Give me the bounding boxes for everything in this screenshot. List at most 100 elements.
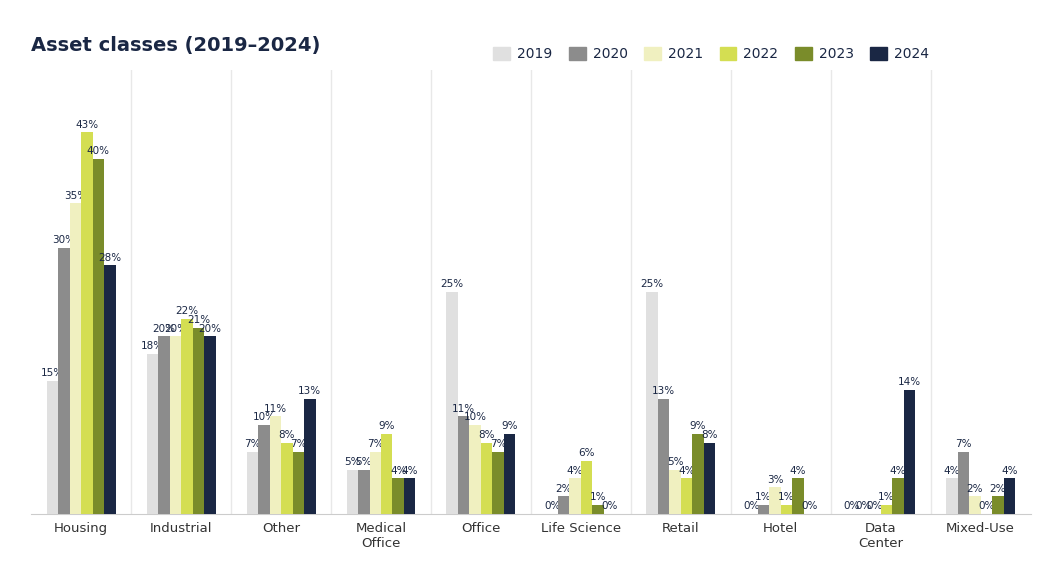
Bar [458,416,469,514]
Text: 0%: 0% [602,501,617,511]
Text: 2%: 2% [990,484,1006,493]
Bar [247,452,258,514]
Bar [946,478,958,514]
Bar [347,470,358,514]
Bar [558,496,569,514]
Bar [658,398,669,514]
Text: 10%: 10% [463,412,487,422]
Text: 8%: 8% [702,430,718,440]
Bar [904,390,915,514]
Bar [958,452,969,514]
Text: 18%: 18% [141,342,164,352]
Bar [370,452,381,514]
Text: 2%: 2% [556,484,572,493]
Bar [58,248,70,514]
Bar [481,443,492,514]
Text: 1%: 1% [590,492,606,502]
Bar [204,336,215,514]
Text: 13%: 13% [652,386,676,396]
Text: 1%: 1% [779,492,794,502]
Text: 7%: 7% [490,439,506,449]
Text: 40%: 40% [87,146,110,156]
Text: 43%: 43% [75,120,99,130]
Bar [258,425,270,514]
Bar [669,470,681,514]
Text: 10%: 10% [252,412,275,422]
Bar [304,398,315,514]
Text: 0%: 0% [744,501,760,511]
Bar [281,443,293,514]
Bar [969,496,981,514]
Text: 22%: 22% [175,306,199,316]
Bar [704,443,715,514]
Text: 1%: 1% [879,492,894,502]
Bar [404,478,415,514]
Text: 15%: 15% [41,368,65,378]
Text: 20%: 20% [199,324,222,333]
Bar [270,416,281,514]
Bar [93,159,104,514]
Text: 4%: 4% [390,466,406,476]
Bar [681,478,692,514]
Text: 35%: 35% [64,190,87,200]
Text: 4%: 4% [943,466,960,476]
Bar [781,505,792,514]
Text: 4%: 4% [1001,466,1018,476]
Bar [892,478,904,514]
Text: 4%: 4% [567,466,583,476]
Text: 7%: 7% [244,439,260,449]
Text: 2%: 2% [967,484,983,493]
Text: 8%: 8% [279,430,295,440]
Text: 4%: 4% [679,466,694,476]
Text: 0%: 0% [544,501,560,511]
Bar [646,292,658,514]
Text: 6%: 6% [579,448,594,458]
Bar [381,434,392,514]
Text: 28%: 28% [98,253,122,263]
Text: 11%: 11% [263,404,287,413]
Text: 0%: 0% [802,501,817,511]
Text: 4%: 4% [790,466,806,476]
Text: 11%: 11% [452,404,476,413]
Text: 9%: 9% [690,422,706,432]
Text: 0%: 0% [979,501,994,511]
Text: 8%: 8% [479,430,494,440]
Bar [581,461,592,514]
Text: 5%: 5% [667,457,683,467]
Text: 25%: 25% [440,279,464,289]
Bar [692,434,704,514]
Bar [492,452,504,514]
Text: 7%: 7% [367,439,383,449]
Text: 21%: 21% [186,315,210,325]
Text: 0%: 0% [844,501,860,511]
Bar [193,328,204,514]
Text: 0%: 0% [867,501,883,511]
Bar [992,496,1004,514]
Text: 4%: 4% [890,466,906,476]
Text: 5%: 5% [344,457,360,467]
Bar [358,470,370,514]
Legend: 2019, 2020, 2021, 2022, 2023, 2024: 2019, 2020, 2021, 2022, 2023, 2024 [488,41,935,67]
Text: 1%: 1% [756,492,771,502]
Bar [469,425,481,514]
Text: Asset classes (2019–2024): Asset classes (2019–2024) [31,36,321,55]
Text: 3%: 3% [767,475,783,485]
Bar [47,381,58,514]
Text: 9%: 9% [502,422,518,432]
Text: 25%: 25% [640,279,664,289]
Text: 5%: 5% [356,457,372,467]
Bar [181,319,193,514]
Bar [792,478,804,514]
Bar [81,132,93,514]
Bar [758,505,769,514]
Bar [70,203,81,514]
Bar [569,478,581,514]
Bar [170,336,181,514]
Text: 20%: 20% [152,324,175,333]
Bar [392,478,404,514]
Text: 7%: 7% [290,439,306,449]
Bar [504,434,515,514]
Text: 20%: 20% [163,324,187,333]
Text: 13%: 13% [298,386,322,396]
Bar [769,487,781,514]
